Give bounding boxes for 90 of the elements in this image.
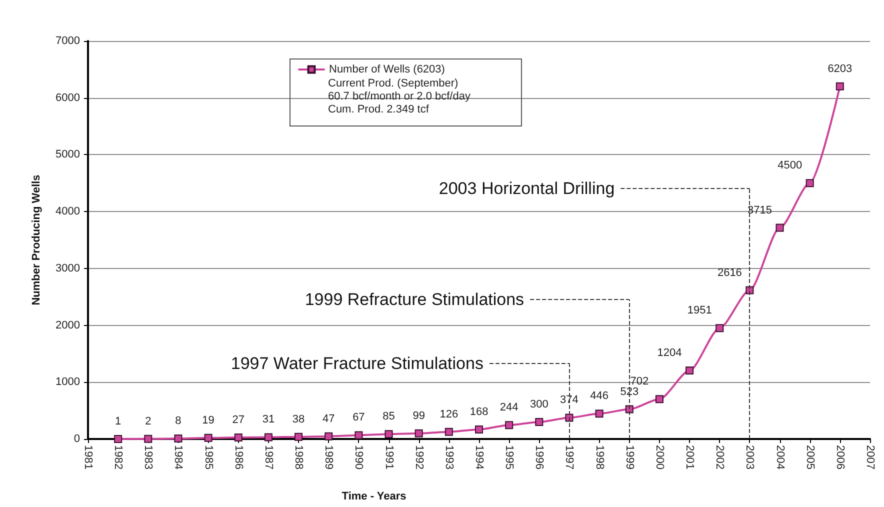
data-label: 2 [145,415,152,428]
y-tick-label: 3000 [56,262,80,274]
data-label: 3715 [748,204,772,216]
point [475,425,483,434]
data-label: 31 [262,414,275,426]
data-label: 1 [115,415,122,428]
data-label: 4500 [778,160,802,172]
point [354,431,363,440]
x-tick-label: 2001 [684,445,696,470]
x-tick-label: 2004 [774,445,786,470]
x-tick-label: 1981 [82,445,94,470]
point [144,434,152,443]
x-tick-label: 2007 [864,445,876,470]
y-tick-label: 2000 [56,319,80,332]
point [324,432,333,440]
y-tick-label: 4000 [56,206,80,218]
annotation: Current Prod. (September) [328,78,458,90]
x-tick-label: 2000 [653,445,666,470]
x-tick-label: 2006 [834,445,846,470]
x-tick-label: 1987 [262,445,274,470]
y-tick-label: 6000 [56,92,80,104]
data-label: 1204 [657,347,682,360]
point [204,434,212,442]
point [716,324,724,332]
x-tick-label: 1993 [442,445,455,470]
x-tick-label: 1991 [382,445,395,470]
data-label: 2616 [717,266,742,279]
point [264,433,272,442]
point [414,429,423,438]
x-tick-label: 1995 [503,445,516,470]
y-axis-title: Number Producing Wells [30,174,42,306]
data-label: 99 [412,410,425,422]
x-tick-label: 1988 [292,445,305,470]
point [444,428,453,436]
data-label: 85 [382,410,395,423]
x-tick-label: 1983 [142,445,154,470]
data-label: 8 [175,415,182,428]
x-tick-label: 2003 [744,445,756,470]
ref-line-label: 1997 Water Fracture Stimulations [230,354,484,373]
x-tick-label: 1994 [473,445,485,470]
x-tick-label: 1989 [322,445,335,470]
data-label: 702 [630,376,649,388]
data-label: 446 [590,390,608,402]
x-tick-label: 2002 [714,445,726,470]
data-label: 6203 [828,62,852,75]
ref-line-label: 1999 Refracture Stimulations [304,290,524,310]
data-label: 27 [232,414,245,426]
data-label: 523 [620,386,639,398]
point [655,395,664,404]
point [114,434,122,443]
data-label: 67 [352,412,365,424]
annotation: 60.7 bcf/month or 2.0 bcf/day [328,90,471,102]
point [294,432,303,441]
point [535,418,544,426]
x-tick-label: 1985 [202,445,214,470]
x-tick-label: 1990 [352,445,365,470]
point [806,179,814,188]
data-label: 38 [292,413,305,426]
legend-label: Number of Wells (6203) [329,64,445,76]
x-tick-label: 1998 [593,445,606,470]
point [505,421,514,430]
ref-line-label: 2003 Horizontal Drilling [438,178,615,198]
x-tick-label: 1982 [112,445,124,470]
x-tick-label: 1984 [172,445,184,470]
point [174,434,182,443]
data-label: 19 [202,414,214,426]
point [836,82,844,90]
x-tick-label: 1997 [563,445,576,470]
point [234,433,242,442]
point [776,224,784,232]
data-label: 1951 [687,304,712,317]
data-label: 168 [470,406,488,418]
data-label: 47 [322,412,335,425]
x-tick-label: 1999 [623,445,636,470]
x-axis-title: Time - Years [342,490,406,502]
data-label: 126 [440,408,458,420]
point [384,430,393,438]
point [595,410,604,418]
y-tick-label: 0 [74,433,80,445]
data-label: 300 [530,398,548,410]
x-tick-label: 1992 [412,445,425,470]
annotation: Cum. Prod. 2.349 tcf [328,104,430,116]
y-tick-label: 5000 [56,148,80,161]
x-tick-label: 2005 [804,445,816,470]
y-tick-label: 1000 [56,376,80,388]
point [686,366,694,375]
data-label: 244 [500,402,518,414]
x-tick-label: 1986 [232,445,244,470]
x-tick-label: 1996 [533,445,546,470]
y-tick-label: 7000 [56,35,80,47]
